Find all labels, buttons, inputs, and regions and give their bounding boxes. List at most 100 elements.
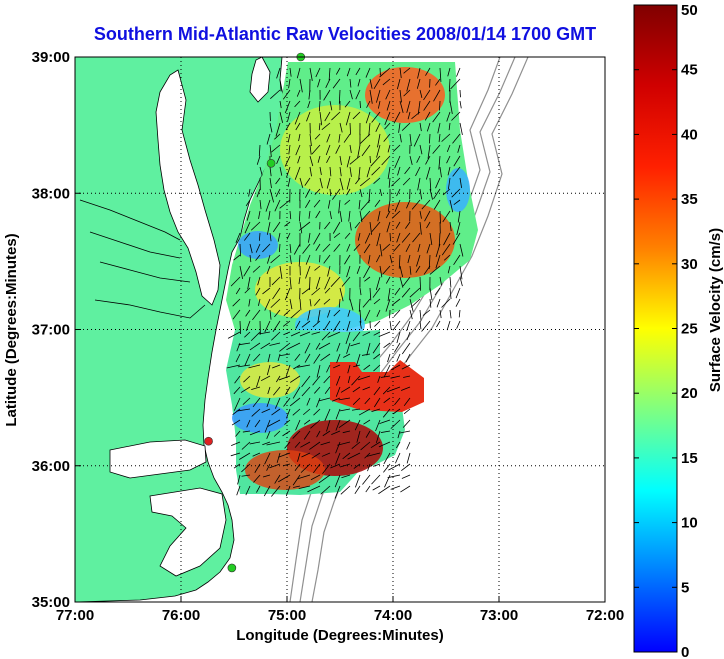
- velocity-arrow: [302, 408, 311, 416]
- velocity-arrow: [258, 210, 261, 219]
- velocity-arrow: [401, 342, 411, 355]
- velocity-arrow: [346, 243, 351, 252]
- velocity-arrow: [347, 375, 351, 384]
- velocity-arrow: [233, 397, 241, 411]
- colorbar-tick-label: 30: [681, 256, 698, 273]
- velocity-arrow: [401, 463, 411, 471]
- velocity-arrow: [346, 265, 351, 278]
- velocity-arrow: [406, 441, 411, 450]
- velocity-arrow: [258, 331, 271, 335]
- velocity-arrow: [309, 155, 314, 167]
- velocity-arrow: [270, 254, 281, 264]
- velocity-arrow: [314, 386, 321, 394]
- velocity-arrow: [443, 232, 451, 246]
- velocity-arrow: [233, 463, 241, 469]
- velocity-arrow: [379, 188, 383, 197]
- velocity-arrow: [311, 144, 321, 155]
- velocity-arrow: [449, 199, 454, 213]
- velocity-arrow: [297, 452, 301, 462]
- velocity-arrow: [287, 342, 301, 350]
- velocity-arrow: [452, 166, 461, 177]
- velocity-arrow: [236, 408, 251, 412]
- colorbar: 0 5 10 15 20 25 30 35 40 45 50 Surface Velocity (c…: [633, 2, 724, 659]
- velocity-arrow: [329, 100, 333, 111]
- velocity-arrow: [365, 67, 371, 78]
- velocity-arrow: [279, 353, 291, 357]
- velocity-arrow: [383, 133, 391, 142]
- velocity-arrow: [313, 199, 321, 208]
- velocity-arrow: [275, 188, 281, 197]
- velocity-arrow: [240, 386, 251, 393]
- velocity-arrow: [298, 221, 311, 231]
- velocity-arrow: [401, 232, 411, 243]
- velocity-arrow: [364, 397, 371, 405]
- velocity-arrow: [241, 463, 251, 473]
- velocity-arrow: [345, 331, 351, 345]
- velocity-arrow: [409, 155, 413, 165]
- velocity-arrow: [264, 452, 271, 465]
- velocity-arrow: [315, 210, 321, 219]
- velocity-arrow: [273, 430, 281, 437]
- velocity-arrow: [285, 485, 291, 497]
- velocity-arrow: [256, 375, 261, 388]
- velocity-arrow: [347, 364, 351, 374]
- velocity-arrow: [447, 67, 451, 77]
- velocity-arrow: [456, 320, 461, 329]
- colorbar-tick-label: 40: [681, 126, 698, 143]
- velocity-arrow: [452, 133, 461, 144]
- velocity-arrow: [373, 298, 381, 305]
- velocity-arrow: [245, 320, 251, 332]
- velocity-arrow: [395, 441, 401, 449]
- velocity-arrow: [275, 122, 281, 137]
- velocity-arrow: [406, 199, 411, 209]
- velocity-arrow: [324, 287, 331, 294]
- velocity-arrow: [279, 166, 283, 176]
- velocity-arrow: [406, 452, 411, 464]
- velocity-arrow: [366, 100, 371, 108]
- velocity-arrow: [236, 485, 241, 496]
- velocity-arrow: [390, 485, 401, 490]
- velocity-arrow: [396, 232, 401, 243]
- velocity-arrow: [459, 100, 462, 109]
- velocity-arrow: [336, 342, 341, 352]
- velocity-arrow: [433, 199, 441, 210]
- velocity-arrow: [419, 210, 422, 219]
- velocity-arrow: [257, 298, 261, 306]
- velocity-arrow: [435, 177, 441, 189]
- velocity-arrow: [271, 276, 281, 286]
- field-cool-ne: [446, 168, 470, 212]
- velocity-arrow: [371, 474, 381, 485]
- velocity-arrow: [385, 89, 391, 100]
- velocity-arrow: [269, 177, 272, 189]
- velocity-arrow: [351, 408, 361, 411]
- velocity-arrow: [263, 485, 271, 497]
- velocity-arrow: [457, 144, 461, 153]
- velocity-arrow: [368, 254, 371, 264]
- velocity-arrow: [352, 386, 361, 393]
- velocity-arrow: [419, 320, 422, 330]
- velocity-arrow: [373, 353, 381, 360]
- x-tick-label: 77:00: [56, 607, 94, 624]
- velocity-arrow: [255, 254, 261, 261]
- velocity-arrow: [284, 221, 291, 227]
- velocity-arrow: [341, 474, 351, 479]
- velocity-arrow: [296, 89, 301, 97]
- velocity-arrow: [332, 397, 341, 402]
- velocity-arrow: [275, 177, 281, 185]
- velocity-arrow: [360, 210, 371, 222]
- velocity-arrow: [388, 463, 401, 471]
- velocity-arrow: [270, 298, 281, 308]
- velocity-arrow: [349, 221, 352, 231]
- velocity-arrow: [262, 474, 271, 478]
- velocity-arrow: [376, 254, 381, 263]
- velocity-arrow: [334, 474, 341, 488]
- velocity-arrow: [233, 386, 241, 395]
- velocity-arrow: [359, 320, 362, 329]
- velocity-arrow: [274, 474, 281, 484]
- velocity-arrow: [248, 364, 261, 369]
- velocity-arrow: [239, 265, 243, 280]
- velocity-arrow: [245, 199, 251, 207]
- velocity-arrow: [346, 188, 351, 196]
- velocity-arrow: [266, 441, 281, 446]
- velocity-arrow: [299, 78, 303, 93]
